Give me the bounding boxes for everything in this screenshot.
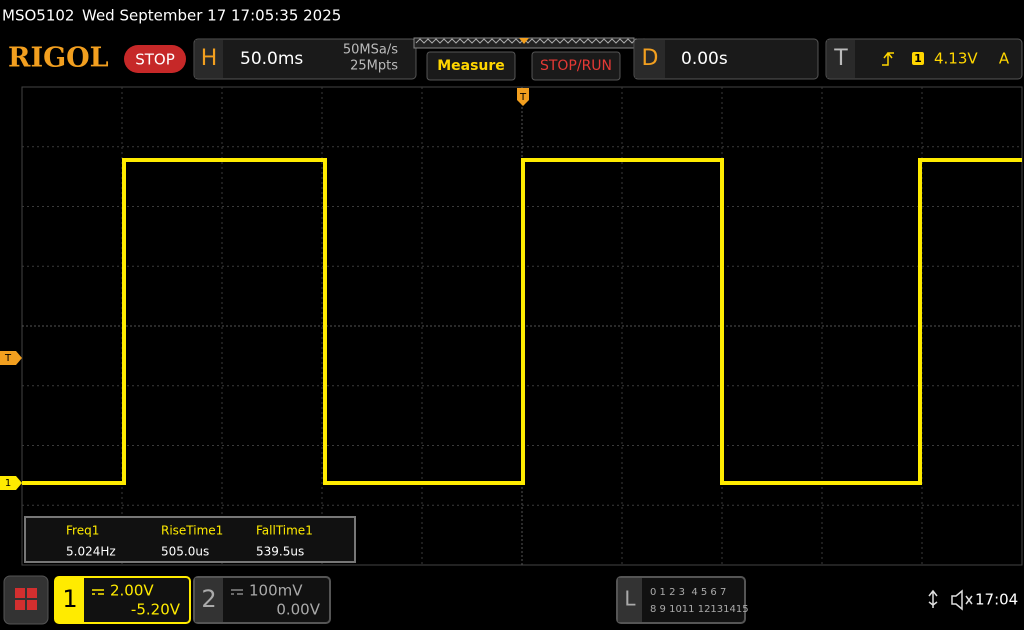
measurement-panel bbox=[24, 516, 356, 563]
speaker-icon[interactable] bbox=[951, 589, 973, 611]
delay-label: D bbox=[642, 46, 659, 71]
channel-2-number: 2 bbox=[201, 585, 216, 613]
trigger-tab bbox=[827, 40, 855, 78]
memory-pattern bbox=[415, 38, 649, 44]
trigger-label: T bbox=[833, 46, 848, 71]
measurements: Freq1 5.024Hz RiseTime1 505.0us FallTime1 539… bbox=[66, 524, 313, 559]
channel-1-tab bbox=[56, 578, 84, 622]
datetime: Wed September 17 17:05:35 2025 bbox=[82, 7, 341, 25]
stop-run-button[interactable] bbox=[531, 51, 621, 81]
memory-depth: 25Mpts bbox=[350, 59, 398, 74]
logic-label: L bbox=[624, 587, 636, 611]
channel-2-scale: 100mV bbox=[249, 582, 303, 600]
sample-rate: 50MSa/s bbox=[343, 43, 398, 58]
trigger-level-label: T bbox=[4, 353, 12, 364]
run-state: STOP bbox=[135, 51, 175, 69]
logic-panel[interactable] bbox=[616, 576, 746, 624]
channel-1-coupling-icon bbox=[92, 589, 104, 595]
measurement-name: FallTime1 bbox=[256, 524, 313, 538]
model: MSO5102 bbox=[2, 7, 74, 25]
channel-marker-label: 1 bbox=[5, 478, 11, 489]
measurement-name: Freq1 bbox=[66, 524, 99, 538]
horizontal-label: H bbox=[201, 46, 218, 71]
trigger-edge-icon bbox=[882, 52, 894, 66]
logic-bits-bottom: 8 9 1011 12131415 bbox=[650, 604, 749, 615]
stop-run-label: STOP/RUN bbox=[540, 58, 612, 74]
horizontal-panel[interactable] bbox=[193, 38, 417, 80]
menu-button[interactable] bbox=[3, 575, 49, 625]
memory-trigger-pointer bbox=[519, 38, 529, 44]
measurement-value: 505.0us bbox=[161, 545, 209, 559]
clock: 17:04 bbox=[975, 591, 1018, 609]
measurement-value: 539.5us bbox=[256, 545, 304, 559]
trigger-level-marker bbox=[0, 351, 22, 365]
channel-1-panel[interactable] bbox=[54, 576, 191, 624]
channel-marker bbox=[0, 476, 22, 490]
delay-tab bbox=[635, 40, 665, 78]
channel-1-number: 1 bbox=[62, 585, 77, 613]
usb-icon bbox=[928, 589, 938, 608]
delay-value: 0.00s bbox=[681, 49, 728, 69]
trigger-mode: A bbox=[999, 50, 1010, 68]
channel-1-waveform bbox=[22, 158, 1022, 485]
logic-bits-top: 0 1 2 3 4 5 6 7 bbox=[650, 587, 726, 598]
channel-2-offset: 0.00V bbox=[276, 601, 320, 619]
channel-2-panel[interactable] bbox=[193, 576, 331, 624]
horizontal-tab bbox=[195, 40, 223, 78]
trigger-source: 1 bbox=[914, 52, 922, 65]
logic-tab bbox=[618, 578, 642, 622]
timebase: 50.0ms bbox=[240, 49, 303, 69]
delay-panel[interactable] bbox=[633, 38, 819, 80]
trigger-position-label: T bbox=[519, 92, 527, 103]
measure-label: Measure bbox=[437, 58, 505, 74]
logo: RIGOL bbox=[8, 43, 109, 74]
measure-button[interactable] bbox=[426, 51, 516, 81]
measurement-value: 5.024Hz bbox=[66, 545, 116, 559]
trigger-source-badge bbox=[912, 52, 924, 65]
measurement-name: RiseTime1 bbox=[161, 524, 223, 538]
trigger-position-marker bbox=[517, 88, 529, 106]
run-state-badge[interactable] bbox=[124, 45, 186, 73]
channel-1-scale: 2.00V bbox=[110, 582, 154, 600]
trigger-level: 4.13V bbox=[934, 50, 978, 68]
channel-2-tab bbox=[195, 578, 223, 622]
menu-icon bbox=[15, 588, 37, 610]
channel-2-coupling-icon bbox=[231, 589, 243, 595]
channel-1-offset: -5.20V bbox=[131, 601, 181, 619]
